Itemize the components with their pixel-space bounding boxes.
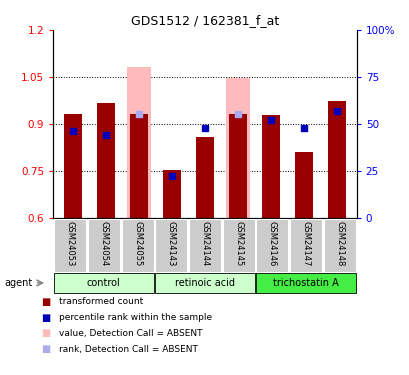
Point [135,111,142,117]
Bar [196,137,213,218]
Text: control: control [87,278,120,288]
Text: percentile rank within the sample: percentile rank within the sample [59,313,212,322]
Text: GSM24053: GSM24053 [65,221,74,267]
Text: ■: ■ [41,328,50,338]
Text: transformed count: transformed count [59,297,143,306]
Text: GSM24148: GSM24148 [335,221,344,267]
Bar [126,67,151,218]
Text: value, Detection Call = ABSENT: value, Detection Call = ABSENT [59,329,202,338]
Text: GSM24143: GSM24143 [166,221,175,267]
Bar [228,114,247,218]
Point [300,124,306,130]
Text: ■: ■ [41,297,50,307]
Point [267,117,274,123]
Text: GSM24147: GSM24147 [301,221,310,267]
Bar [327,101,345,217]
Text: ■: ■ [41,313,50,322]
Point [201,124,208,130]
Bar [64,114,82,218]
Bar [130,114,148,218]
Bar [225,78,250,218]
Bar [162,170,181,217]
Title: GDS1512 / 162381_f_at: GDS1512 / 162381_f_at [130,15,279,27]
Bar [97,104,115,218]
Point [70,128,76,134]
Bar [294,153,312,218]
Point [234,111,240,117]
Text: GSM24055: GSM24055 [133,221,142,267]
Text: GSM24145: GSM24145 [234,221,243,267]
Point [103,132,109,138]
Text: trichostatin A: trichostatin A [272,278,338,288]
Point [333,108,339,114]
Text: retinoic acid: retinoic acid [175,278,234,288]
Bar [261,115,279,218]
Text: GSM24146: GSM24146 [267,221,276,267]
Text: agent: agent [4,278,32,288]
Point [169,173,175,179]
Text: GSM24144: GSM24144 [200,221,209,267]
Text: GSM24054: GSM24054 [99,221,108,267]
Text: rank, Detection Call = ABSENT: rank, Detection Call = ABSENT [59,345,198,354]
Text: ■: ■ [41,344,50,354]
